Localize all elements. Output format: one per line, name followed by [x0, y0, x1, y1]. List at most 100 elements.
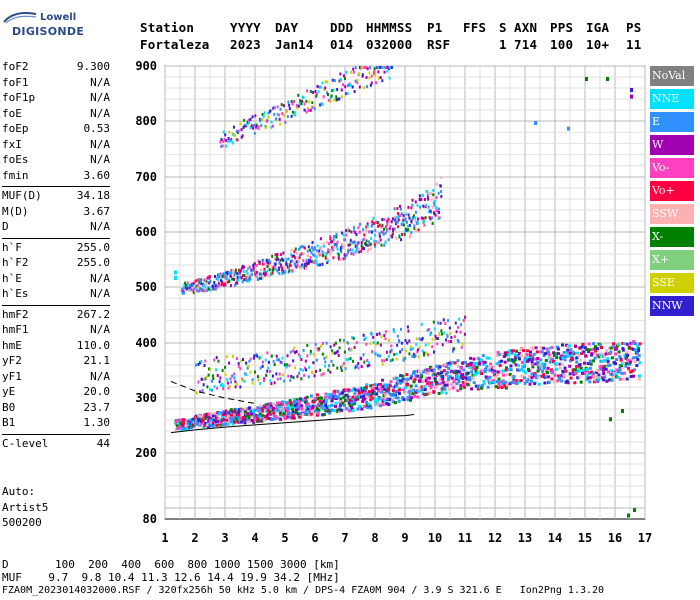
- echo-mark: [196, 283, 199, 287]
- echo-mark: [277, 113, 280, 117]
- echo-mark: [224, 133, 227, 137]
- echo-mark: [615, 375, 619, 379]
- echo-mark: [200, 359, 203, 363]
- echo-mark: [231, 410, 235, 414]
- echo-mark: [189, 422, 193, 426]
- echo-mark: [234, 409, 238, 413]
- echo-mark: [625, 362, 629, 366]
- echo-mark: [210, 423, 214, 427]
- echo-mark: [599, 367, 603, 371]
- echo-mark: [233, 372, 236, 376]
- echo-mark: [313, 107, 316, 111]
- param-value: N/A: [90, 153, 110, 166]
- echo-mark: [307, 245, 310, 249]
- echo-mark: [443, 387, 447, 391]
- echo-mark: [536, 356, 540, 360]
- echo-mark: [351, 240, 354, 244]
- echo-mark: [262, 114, 265, 118]
- echo-mark: [411, 203, 414, 207]
- echo-mark: [427, 380, 431, 384]
- echo-mark: [231, 416, 235, 420]
- footer-muf-row: MUF 9.7 9.8 10.4 11.3 12.6 14.4 19.9 34.…: [2, 571, 340, 584]
- echo-mark: [432, 188, 435, 192]
- echo-mark: [531, 357, 535, 361]
- echo-mark: [222, 418, 226, 422]
- echo-mark: [368, 230, 371, 234]
- echo-mark: [269, 379, 272, 383]
- echo-mark: [636, 350, 640, 354]
- echo-mark: [201, 417, 205, 421]
- echo-mark: [472, 373, 476, 377]
- echo-mark: [468, 376, 472, 380]
- echo-mark: [223, 422, 227, 426]
- echo-mark: [229, 271, 232, 275]
- echo-mark: [183, 286, 186, 290]
- echo-mark: [211, 421, 215, 425]
- echo-mark: [485, 365, 489, 369]
- echo-mark: [274, 262, 277, 266]
- echo-mark: [195, 363, 198, 367]
- param-row-foep: foEp 0.53: [2, 122, 110, 138]
- echo-mark: [383, 388, 387, 392]
- echo-mark: [204, 359, 207, 363]
- echo-mark: [425, 392, 429, 396]
- echo-mark: [635, 348, 639, 352]
- param-divider: [2, 304, 110, 306]
- echo-mark: [417, 228, 420, 232]
- echo-mark: [183, 291, 186, 295]
- echo-mark: [438, 211, 441, 215]
- echo-mark: [279, 417, 283, 421]
- echo-mark: [383, 333, 386, 337]
- echo-mark: [311, 240, 314, 244]
- echo-mark: [391, 389, 395, 393]
- echo-mark: [196, 289, 199, 293]
- echo-mark: [341, 231, 344, 235]
- echo-mark: [432, 320, 435, 324]
- echo-mark: [318, 263, 321, 267]
- echo-mark: [438, 333, 441, 337]
- echo-mark: [373, 383, 377, 387]
- echo-mark: [520, 367, 524, 371]
- echo-mark: [303, 102, 306, 106]
- echo-mark: [623, 361, 627, 365]
- echo-mark: [574, 344, 578, 348]
- echo-mark: [397, 392, 401, 396]
- echo-mark: [249, 357, 252, 361]
- echo-mark: [357, 226, 360, 230]
- echo-mark: [264, 358, 267, 362]
- echo-mark: [267, 412, 271, 416]
- echo-mark: [262, 262, 265, 266]
- echo-mark: [346, 84, 349, 88]
- echo-mark: [453, 335, 456, 339]
- echo-mark: [625, 350, 629, 354]
- echo-mark: [330, 249, 333, 253]
- echo-mark: [186, 427, 190, 431]
- echo-mark: [304, 396, 308, 400]
- x-tick-label: 1: [161, 531, 168, 545]
- echo-mark: [297, 353, 300, 357]
- echo-mark: [408, 235, 411, 239]
- echo-mark: [243, 379, 246, 383]
- echo-mark: [174, 276, 177, 280]
- echo-mark: [270, 418, 274, 422]
- echo-mark: [419, 376, 423, 380]
- echo-mark: [427, 205, 430, 209]
- echo-mark: [324, 360, 327, 364]
- echo-mark: [308, 365, 311, 369]
- echo-mark: [184, 286, 187, 290]
- echo-mark: [275, 416, 279, 420]
- echo-mark: [424, 205, 427, 209]
- echo-mark: [425, 203, 428, 207]
- logo-swoosh-icon: [3, 12, 37, 24]
- echo-mark: [286, 354, 289, 358]
- echo-mark: [340, 95, 343, 99]
- echo-mark: [331, 351, 334, 355]
- echo-mark: [392, 385, 396, 389]
- echo-mark: [393, 207, 396, 211]
- echo-mark: [389, 380, 393, 384]
- echo-mark: [400, 238, 403, 242]
- echo-mark: [316, 396, 320, 400]
- echo-mark: [308, 409, 312, 413]
- echo-mark: [328, 409, 332, 413]
- echo-mark: [495, 372, 499, 376]
